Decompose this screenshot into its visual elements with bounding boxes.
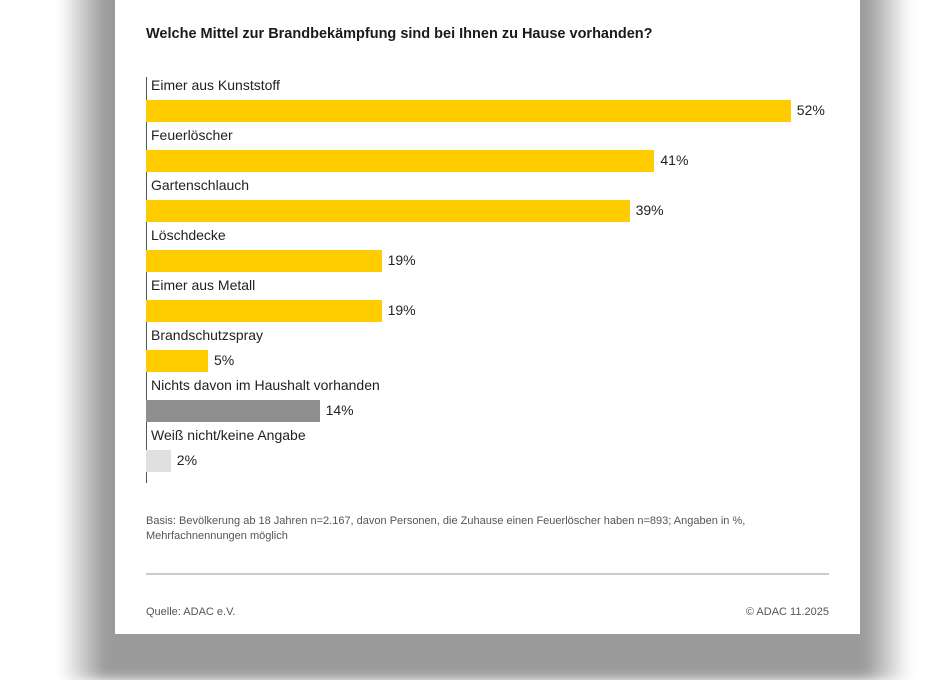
bar [146,300,382,322]
category-label: Löschdecke [151,227,226,243]
category-label: Weiß nicht/keine Angabe [151,427,306,443]
value-label: 5% [214,352,235,368]
value-label: 41% [660,152,689,168]
bar [146,250,382,272]
divider [146,573,829,575]
bar [146,200,630,222]
bar [146,100,791,122]
value-label: 2% [176,452,198,468]
chart-title: Welche Mittel zur Brandbekämpfung sind b… [146,26,653,42]
category-label: Brandschutzspray [151,327,264,343]
basis-note: Basis: Bevölkerung ab 18 Jahren n=2.167,… [146,515,746,542]
bar [146,400,320,422]
value-label: 52% [796,102,825,118]
category-label: Feuerlöscher [151,127,233,143]
bar [146,150,655,172]
value-label: 14% [325,402,354,418]
chart-card: Welche Mittel zur Brandbekämpfung sind b… [115,0,860,634]
bar [146,450,171,472]
category-label: Nichts davon im Haushalt vorhanden [151,377,380,393]
value-label: 19% [387,302,416,318]
value-label: 19% [387,252,416,268]
category-label: Eimer aus Metall [151,277,256,293]
y-axis-line [146,77,147,483]
value-label: 39% [635,202,664,218]
source-label: Quelle: ADAC e.V. [146,606,236,618]
bar [146,350,208,372]
category-label: Eimer aus Kunststoff [151,77,280,93]
category-label: Gartenschlauch [151,177,250,193]
copyright-label: © ADAC 11.2025 [745,606,829,618]
